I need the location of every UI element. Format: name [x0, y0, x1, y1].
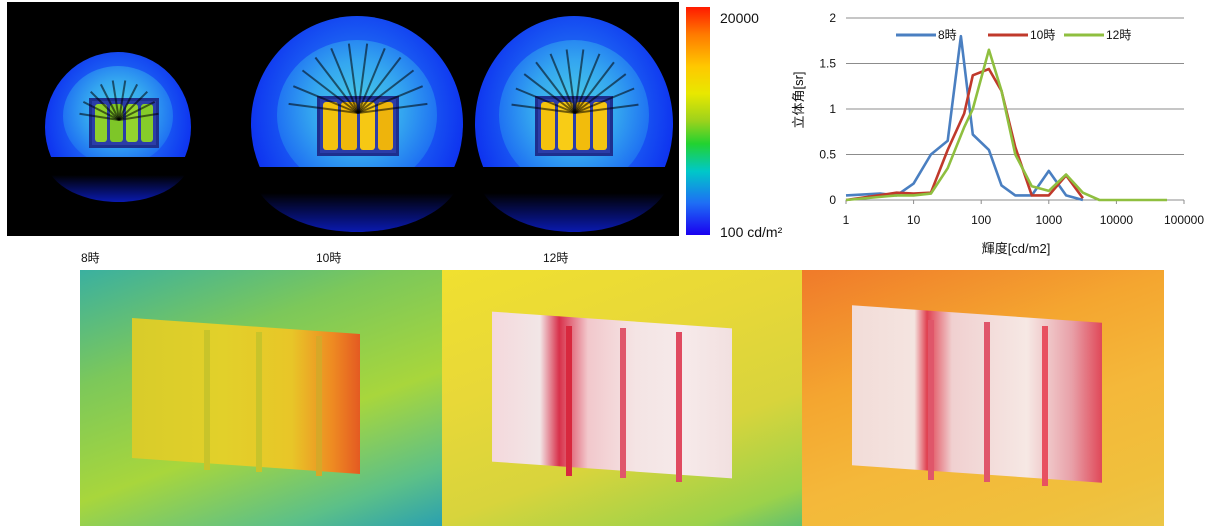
window-10h [317, 96, 399, 156]
colorbar-max-label: 20000 [720, 10, 759, 26]
time-label-8h: 8時 [81, 251, 100, 265]
luminance-map-panel [7, 2, 679, 236]
x-tick-label: 1000 [1035, 213, 1062, 227]
thermal-image-8h [80, 270, 442, 526]
x-tick-label: 10 [907, 213, 921, 227]
chart-grid [846, 17, 1184, 201]
y-axis-label: 立体角[sr] [791, 71, 806, 128]
colorbar-min-label: 100 cd/m² [720, 224, 783, 240]
thermal-image-10h [442, 270, 802, 526]
x-tick-label: 100000 [1164, 213, 1204, 227]
x-axis-label: 輝度[cd/m2] [982, 241, 1051, 256]
fisheye-10h [251, 16, 463, 232]
fisheye-8h [45, 52, 191, 202]
x-tick-label: 100 [971, 213, 991, 227]
series-line-2 [845, 67, 1084, 202]
chart-series [845, 34, 1167, 202]
time-label-10h: 10時 [316, 251, 342, 265]
thermal-image-12h [802, 270, 1164, 526]
y-tick-label: 0 [829, 193, 836, 207]
y-tick-label: 1.5 [819, 57, 836, 71]
y-tick-label: 1 [829, 102, 836, 116]
legend-label-2: 10時 [1030, 28, 1055, 42]
series-line-3 [845, 48, 1167, 202]
chart-legend: 8時 10時 12時 [896, 28, 1131, 42]
fisheye-12h [475, 16, 673, 232]
legend-label-1: 8時 [938, 28, 957, 42]
x-tick-label: 1 [843, 213, 850, 227]
x-tick-label: 10000 [1100, 213, 1134, 227]
legend-label-3: 12時 [1106, 28, 1131, 42]
time-label-12h: 12時 [543, 251, 569, 265]
series-line-1 [845, 34, 1084, 202]
y-tick-label: 0.5 [819, 148, 836, 162]
y-tick-label: 2 [829, 11, 836, 25]
solid-angle-luminance-chart: 00.511.521 10 100 1000 10000 100000 8時 10時 12時 … [791, 11, 1204, 256]
chart-axes: 0 0.5 1 1.5 2 1 10 100 1000 10000 100000 [819, 11, 1204, 227]
luminance-color-scale [686, 7, 710, 235]
